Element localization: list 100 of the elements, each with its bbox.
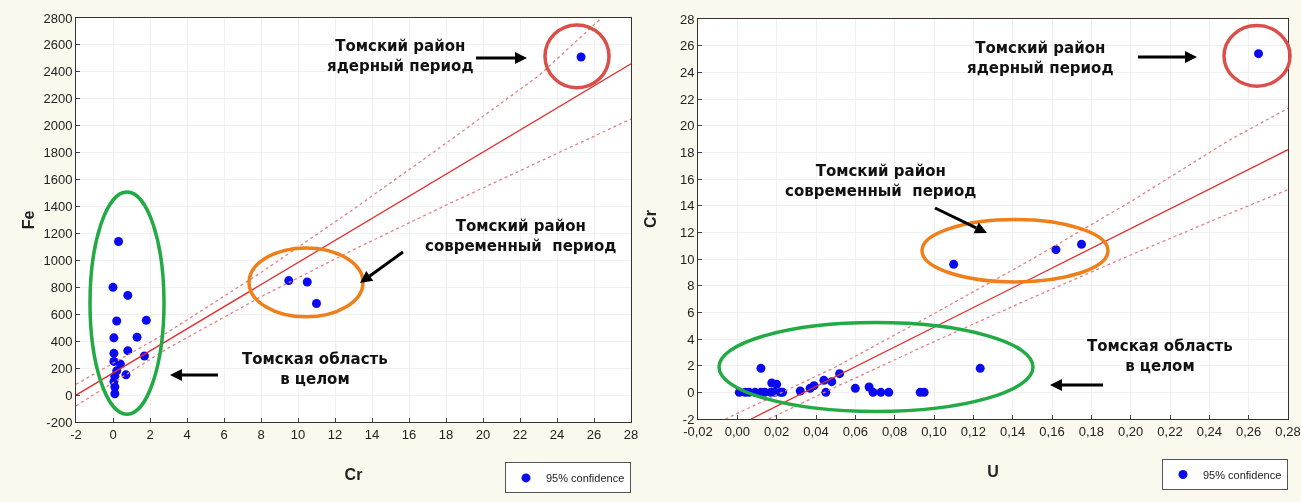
y-tick-label: 20 [679, 118, 695, 134]
x-tick-label: 0,18 [1078, 423, 1104, 439]
point [868, 387, 878, 397]
x-axis-title: U [987, 463, 999, 480]
y-axis-title: Cr [642, 210, 659, 228]
x-tick-label: 18 [438, 426, 454, 442]
y-tick-label: 24 [679, 64, 695, 80]
annotation: Томский район ядерный период [327, 37, 474, 75]
x-tick-label: 10 [290, 426, 306, 442]
point [123, 346, 133, 356]
point [576, 52, 586, 62]
annotation: Томская область в целом [1087, 337, 1233, 375]
y-tick-label: 600 [50, 306, 73, 322]
y-tick-label: 1200 [43, 226, 73, 242]
x-axis-title: Cr [344, 466, 363, 483]
x-tick-label: 0,06 [842, 423, 868, 439]
y-tick-label: 1800 [43, 145, 73, 161]
x-tick-label: 6 [220, 426, 228, 442]
point [108, 282, 118, 292]
y-tick-label: 4 [687, 331, 695, 347]
y-tick-label: 2800 [43, 10, 73, 26]
point [109, 348, 119, 358]
annotation: Томский район современный период [785, 162, 977, 200]
x-tick-label: 0,22 [1157, 423, 1183, 439]
x-tick-label: 0,04 [803, 423, 829, 439]
annotation: Томская область в целом [242, 350, 388, 388]
y-tick-label: 1000 [43, 252, 73, 268]
y-tick-label: 18 [679, 144, 695, 160]
y-tick-label: 2600 [43, 37, 73, 53]
point [876, 387, 886, 397]
x-tick-label: 12 [327, 426, 343, 442]
point [772, 379, 782, 389]
point [114, 237, 124, 247]
x-tick-label: 16 [401, 426, 417, 442]
annotation: Томский район современный период [425, 217, 617, 255]
x-tick-label: 20 [475, 426, 491, 442]
y-tick-label: 1600 [43, 172, 73, 188]
x-tick-label: 28 [623, 426, 639, 442]
y-tick-label: -200 [46, 414, 73, 430]
y-tick-label: 2200 [43, 91, 73, 107]
y-tick-label: 400 [50, 333, 73, 349]
x-tick-label: 8 [257, 426, 265, 442]
y-tick-label: 14 [679, 198, 695, 214]
y-tick-label: 6 [687, 304, 695, 320]
point [110, 389, 120, 399]
x-tick-label: 0,26 [1236, 423, 1262, 439]
point [1051, 245, 1061, 255]
y-tick-label: 800 [50, 279, 73, 295]
point [884, 387, 894, 397]
y-tick-label: 22 [679, 91, 695, 107]
point [302, 277, 312, 287]
point [109, 333, 119, 343]
x-tick-label: 14 [364, 426, 380, 442]
x-tick-label: 0,00 [724, 423, 750, 439]
y-tick-label: 28 [679, 11, 695, 27]
y-tick-label: 1400 [43, 199, 73, 215]
point [1077, 239, 1086, 249]
point [132, 332, 142, 342]
x-tick-label: 0,16 [1039, 423, 1065, 439]
line-series [76, 118, 631, 407]
annotation: Томский район ядерный период [967, 39, 1114, 77]
line-series [724, 107, 1288, 419]
y-tick-label: 2000 [43, 118, 73, 134]
y-tick-label: 10 [679, 251, 695, 267]
point [850, 383, 860, 393]
y-axis-title: Fe [20, 210, 37, 230]
point [1254, 49, 1263, 59]
x-tick-label: 4 [183, 426, 191, 442]
point [949, 259, 959, 269]
y-tick-label: 2 [687, 358, 695, 374]
x-tick-label: 0,20 [1118, 423, 1144, 439]
x-tick-label: 0,02 [764, 423, 790, 439]
point [141, 315, 151, 325]
y-tick-label: 16 [679, 171, 695, 187]
x-tick-label: 0 [109, 426, 117, 442]
point [284, 276, 294, 286]
y-tick-label: 0 [687, 384, 695, 400]
legend-label: 95% confidence [1203, 468, 1282, 481]
y-tick-label: 26 [679, 38, 695, 54]
x-tick-label: 0,24 [1196, 423, 1222, 439]
x-tick-label: 2 [146, 426, 154, 442]
y-tick-label: 2400 [43, 64, 73, 80]
point [756, 363, 766, 373]
y-tick-label: 0 [65, 387, 73, 403]
point [123, 290, 133, 300]
x-tick-label: 22 [512, 426, 528, 442]
x-tick-label: 24 [549, 426, 565, 442]
legend-label: 95% confidence [546, 472, 625, 485]
x-tick-label: 0,28 [1275, 423, 1301, 439]
y-tick-label: 8 [687, 278, 695, 294]
y-tick-label: 12 [679, 224, 695, 240]
x-tick-label: 0,10 [921, 423, 947, 439]
point [312, 298, 321, 308]
x-tick-label: 0,12 [960, 423, 986, 439]
x-tick-label: 0,14 [1000, 423, 1026, 439]
y-tick-label: 200 [50, 360, 73, 376]
point [112, 316, 122, 326]
x-tick-label: 26 [586, 426, 602, 442]
point [975, 363, 985, 373]
x-tick-label: 0,08 [882, 423, 908, 439]
